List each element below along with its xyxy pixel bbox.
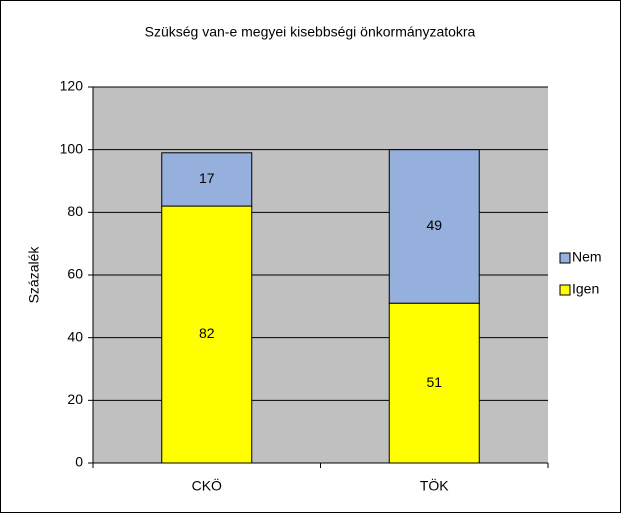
- data-label: 82: [199, 325, 215, 341]
- chart-title: Szükség van-e megyei kisebbségi önkormán…: [145, 24, 476, 40]
- y-tick-label: 100: [60, 140, 84, 156]
- data-label: 17: [199, 170, 215, 186]
- legend-label: Igen: [572, 281, 599, 297]
- bar-segment: [388, 149, 480, 304]
- y-tick-label: 80: [67, 203, 83, 219]
- bar-segment: [161, 152, 253, 207]
- legend-swatch: [559, 252, 571, 264]
- legend-label: Nem: [572, 249, 602, 265]
- y-tick-label: 120: [60, 78, 84, 94]
- legend-swatch: [559, 284, 571, 296]
- y-tick-label: 60: [67, 266, 83, 282]
- y-tick-label: 20: [67, 391, 83, 407]
- y-tick-label: 40: [67, 328, 83, 344]
- x-tick-label: CKÖ: [192, 477, 222, 494]
- y-tick-label: 0: [75, 454, 83, 470]
- bar-segment: [388, 302, 480, 464]
- data-label: 51: [426, 374, 442, 390]
- data-label: 49: [426, 217, 442, 233]
- x-tick-label: TÖK: [420, 477, 449, 494]
- y-axis-label: Százalék: [26, 246, 42, 304]
